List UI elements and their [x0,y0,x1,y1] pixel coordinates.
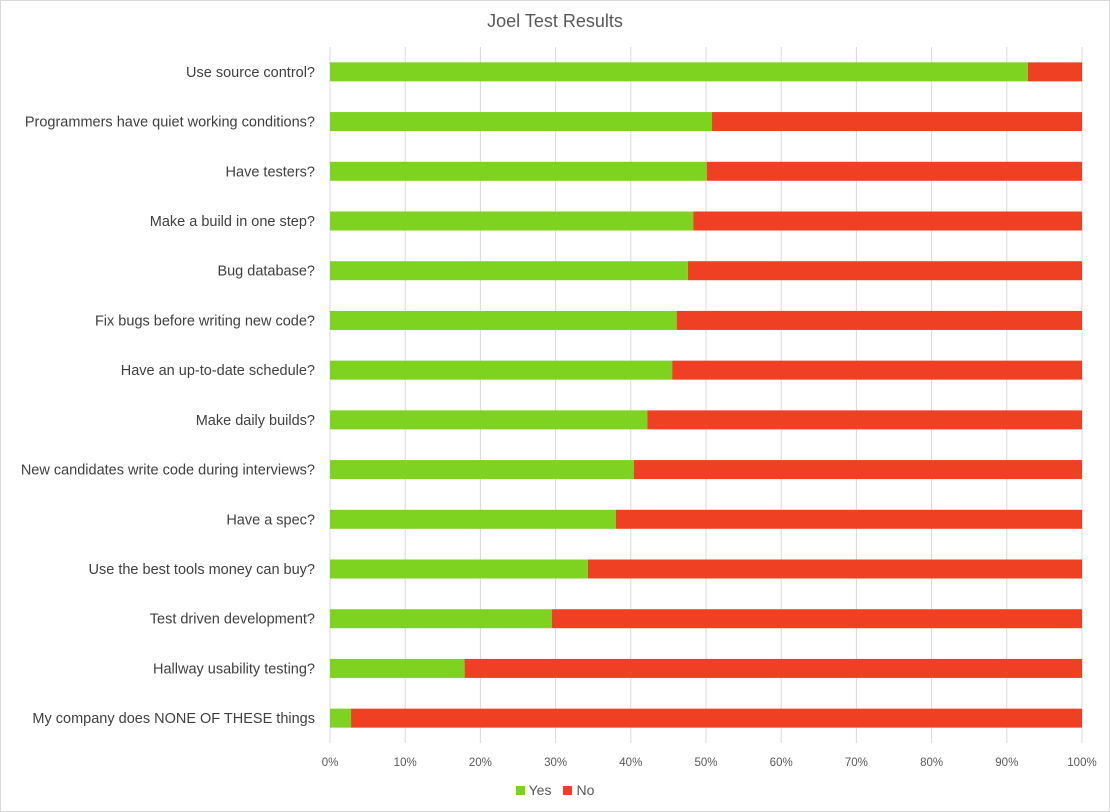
bar-no [615,509,1082,529]
category-label: Hallway usability testing? [153,661,315,677]
category-labels: Use source control? Programmers have quie… [21,65,315,727]
bar-yes [330,460,634,480]
x-tick-label: 30% [544,757,567,769]
legend-label-no: No [576,782,595,798]
category-label: My company does NONE OF THESE things [32,711,315,727]
legend-label-yes: Yes [528,782,552,798]
bar-yes [330,410,648,430]
x-tick-label: 0% [322,757,339,769]
x-tick-label: 50% [694,757,717,769]
category-label: Test driven development? [150,612,315,628]
legend-swatch-yes [515,785,525,795]
category-label: Bug database? [217,264,315,280]
x-tick-label: 80% [920,757,943,769]
x-tick-label: 10% [394,757,417,769]
gridlines [329,47,1083,743]
bar-yes [330,360,673,380]
x-tick-label: 60% [770,757,793,769]
bar-yes [330,509,616,529]
bar-no [351,708,1082,728]
category-label: Make a build in one step? [150,214,315,230]
bar-no [647,410,1082,430]
bar-yes [330,559,588,579]
category-label: Have an up-to-date schedule? [121,363,315,379]
category-label: Make daily builds? [196,413,315,429]
bar-no [693,211,1082,231]
bar-no [706,161,1082,181]
bars [330,62,1082,728]
x-tick-label: 90% [995,757,1018,769]
bar-yes [330,211,694,231]
bar-yes [330,310,677,330]
x-tick-labels: 0% 10% 20% 30% 40% 50% 60% 70% 80% 90% 100% [322,757,1097,769]
category-label: Fix bugs before writing new code? [95,313,315,329]
category-label: Have a spec? [226,512,315,528]
bar-no [1027,62,1082,82]
legend: Yes No [0,782,1110,798]
legend-swatch-no [563,785,573,795]
bar-yes [330,658,465,678]
chart-title: Joel Test Results [487,11,623,31]
bar-yes [330,62,1028,82]
bar-no [672,360,1082,380]
bar-yes [330,708,352,728]
category-label: Programmers have quiet working condition… [25,115,315,131]
bar-yes [330,261,688,281]
bar-no [551,609,1082,629]
category-label: Have testers? [226,164,315,180]
category-label: New candidates write code during intervi… [21,463,315,479]
category-label: Use the best tools money can buy? [89,562,316,578]
bar-no [587,559,1082,579]
bar-no [687,261,1082,281]
legend-item-yes: Yes [515,782,552,798]
x-tick-label: 40% [619,757,642,769]
bar-no [464,658,1082,678]
bar-yes [330,609,552,629]
bar-yes [330,161,707,181]
category-label: Use source control? [186,65,315,81]
bar-no [676,310,1082,330]
bar-no [633,460,1082,480]
x-tick-label: 20% [469,757,492,769]
bar-yes [330,112,713,132]
x-tick-label: 70% [845,757,868,769]
bar-no [712,112,1082,132]
x-tick-label: 100% [1067,757,1096,769]
legend-item-no: No [563,782,594,798]
